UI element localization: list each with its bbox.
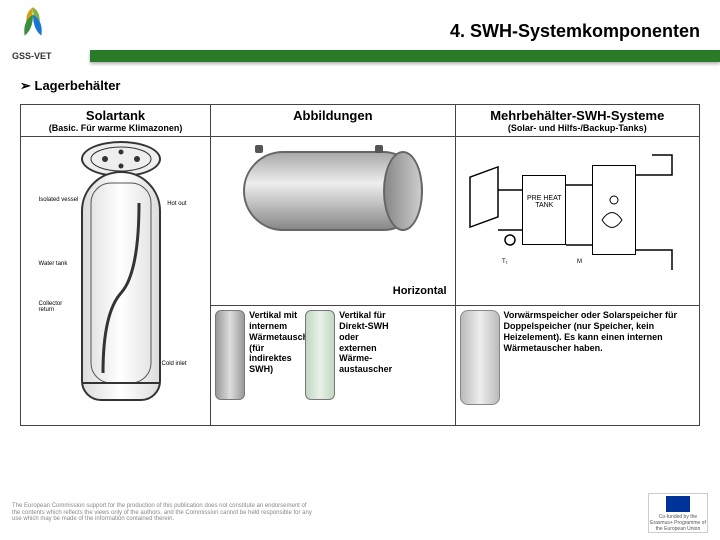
solartank-cutaway-diagram: Isolated vessel Hot out Water tank Colle…: [41, 141, 191, 421]
col3-desc: Vorwärmspeicher oder Solarspeicher für D…: [504, 310, 695, 353]
preheat-tank-icon: [460, 310, 500, 405]
accent-bar: [90, 50, 720, 62]
horizontal-tank-icon: [243, 151, 423, 231]
horizontal-tank-cell: [211, 137, 455, 284]
logo-text: GSS-VET: [12, 51, 54, 61]
erasmus-logo-icon: Co-funded by the Erasmus+ Programme of t…: [648, 493, 708, 533]
col2-desc-left: Vertikal mit internem Wärmetauscher (für…: [249, 310, 301, 375]
multi-tank-schematic-icon: PRE HEAT TANK T₁ M: [462, 145, 692, 275]
content-area: Lagerbehälter Solartank (Basic. Für warm…: [0, 62, 720, 426]
title-bar: 4. SWH-Systemkomponenten: [90, 21, 720, 42]
gss-vet-logo-icon: [12, 2, 54, 44]
col-header-1: Solartank (Basic. Für warme Klimazonen): [21, 105, 211, 137]
col2-desc-right: Vertikal für Direkt-SWH oder externen Wä…: [339, 310, 389, 375]
solartank-cutaway-cell: Isolated vessel Hot out Water tank Colle…: [21, 137, 211, 426]
horizontal-label-cell: Horizontal: [211, 283, 455, 305]
col-header-2: Abbildungen: [211, 105, 455, 137]
svg-text:T₁: T₁: [502, 259, 508, 265]
vertical-tank-indirect-icon: [215, 310, 245, 400]
footer: The European Commission support for the …: [0, 486, 720, 540]
footer-disclaimer: The European Commission support for the …: [12, 503, 312, 523]
col2-desc-cell: Vertikal mit internem Wärmetauscher (für…: [211, 306, 455, 426]
schematic-cell: PRE HEAT TANK T₁ M: [455, 137, 699, 306]
components-table: Solartank (Basic. Für warme Klimazonen) …: [20, 104, 700, 426]
vertical-tank-direct-icon: [305, 310, 335, 400]
logo-block: GSS-VET: [0, 2, 90, 61]
footer-logos: Co-funded by the Erasmus+ Programme of t…: [648, 493, 708, 533]
page-title: 4. SWH-Systemkomponenten: [90, 21, 700, 42]
header: GSS-VET 4. SWH-Systemkomponenten: [0, 0, 720, 62]
subsection-heading: Lagerbehälter: [20, 78, 700, 94]
col3-desc-cell: Vorwärmspeicher oder Solarspeicher für D…: [455, 306, 699, 426]
col-header-3: Mehrbehälter-SWH-Systeme (Solar- und Hil…: [455, 105, 699, 137]
svg-text:M: M: [577, 259, 582, 265]
